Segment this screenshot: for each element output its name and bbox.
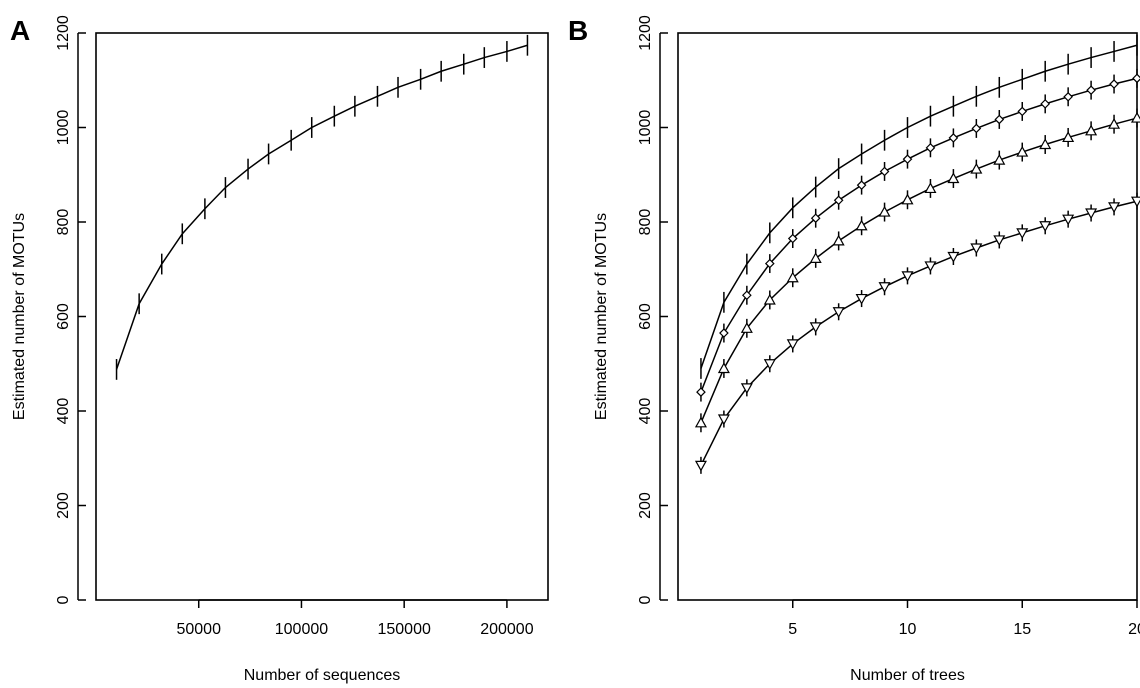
panel-b-series-4-point — [1016, 228, 1029, 240]
panel-b-series-4-point — [1062, 214, 1075, 226]
panel-b-series-2-point — [1040, 99, 1051, 109]
panel-b-series-4-point — [832, 307, 845, 319]
panel-b-series-2-point — [833, 195, 844, 206]
panel-a-x-axis-label: Number of sequences — [244, 667, 401, 684]
panel-b-series-2-point — [902, 154, 913, 165]
panel-b-series-4-point — [1085, 208, 1098, 220]
panel-label-b: B — [568, 15, 588, 46]
panel-a-y-axis-label: Estimated number of MOTUs — [11, 213, 28, 420]
panel-b-series-4-point — [878, 282, 891, 293]
panel-b-y-tick-label: 800 — [637, 209, 654, 236]
panel-b-series-3-point — [901, 193, 914, 205]
panel-b-series-3-point — [717, 362, 730, 374]
panel-b-series-3-point — [855, 219, 868, 231]
panel-b-series-3-point — [694, 416, 707, 428]
panel-a-y-tick-label: 1000 — [55, 110, 72, 146]
panel-b-series-3-point — [1130, 111, 1140, 123]
panel-b-series-3-point — [878, 205, 891, 217]
panel-b-series-3-point — [1039, 138, 1052, 150]
panel-b-series-2-point — [1017, 106, 1028, 117]
panel-b-series-2-point — [719, 328, 729, 338]
panel-b-series-4-point — [901, 271, 914, 283]
panel-b-series-3-point — [970, 162, 983, 174]
panel-b-series-2-point — [948, 133, 959, 143]
panel-b-series-3-point — [809, 252, 822, 263]
panel-a-y-tick-label: 1200 — [55, 15, 72, 51]
panel-b-series-2-point — [879, 166, 890, 177]
panel-b-y-tick-label: 400 — [637, 398, 654, 425]
panel-b-series-3-point — [924, 182, 937, 194]
panel-a-x-tick-label: 50000 — [176, 621, 221, 638]
panel-b-y-axis-label: Estimated number of MOTUs — [593, 213, 610, 420]
panel-a-x-tick-label: 200000 — [480, 621, 533, 638]
panel-b-series-3-point — [993, 153, 1006, 165]
panel-b-x-tick-label: 10 — [899, 621, 917, 638]
panel-a-y-tick-label: 400 — [55, 398, 72, 425]
panel-b-y-tick-label: 1200 — [637, 15, 654, 51]
panel-b-series-4-point — [809, 322, 822, 334]
panel-b-series-4-line — [700, 200, 1138, 466]
panel-b-x-tick-label: 15 — [1013, 621, 1031, 638]
panel-b-series-4-point — [924, 261, 937, 273]
panel-b-series-2-point — [994, 114, 1005, 125]
panel-b-y-tick-label: 1000 — [637, 110, 654, 146]
panel-b-series-3-point — [763, 293, 776, 305]
panel-b-series-4-point — [717, 414, 730, 426]
panel-b-y-tick-label: 200 — [637, 492, 654, 519]
panel-a-series-1-line — [115, 44, 528, 370]
panel-a-y-tick-label: 0 — [55, 595, 72, 604]
panel-a-plot: 50000 100000 150000 200000 0 200 400 600 800 1000… — [11, 15, 549, 684]
panel-b-series-3-point — [740, 322, 753, 333]
panel-a-y-tick-label: 200 — [55, 492, 72, 519]
panel-b-series-3-point — [1062, 131, 1075, 143]
panel-b-series-4-point — [1039, 221, 1052, 233]
panel-a-x-tick-label: 150000 — [377, 621, 430, 638]
panel-b-series-4-point — [740, 383, 753, 395]
panel-b-series-2-point — [810, 213, 821, 224]
panel-b-series-2-point — [1109, 79, 1119, 89]
panel-b-y-tick-label: 600 — [637, 303, 654, 330]
panel-b-series-3-point — [1108, 117, 1121, 129]
panel-b-series-2-point — [787, 233, 798, 244]
panel-b-series-4-point — [1108, 202, 1121, 214]
panel-b-series-2-point — [742, 290, 752, 301]
panel-b-series-2-point — [1086, 85, 1096, 96]
panel-b-series-2-point — [856, 180, 867, 190]
panel-b-series-3-point — [947, 172, 960, 184]
panel-b-y-tick-label: 0 — [637, 595, 654, 604]
panel-b-series-4-point — [694, 460, 707, 472]
panel-b-series-4-point — [970, 243, 983, 255]
panel-b-series-2-point — [1132, 73, 1140, 84]
panel-b-series-1-line — [700, 44, 1138, 369]
panel-b-series-4-point — [947, 251, 960, 263]
panel-b-x-axis-label: Number of trees — [850, 667, 965, 684]
panel-b-series-2-line — [700, 77, 1138, 393]
panel-b-series-3-point — [832, 234, 845, 246]
panel-b-series-4-point — [993, 235, 1006, 247]
panel-b-series-2-point — [1063, 91, 1073, 102]
panel-a-x-tick-label: 100000 — [275, 621, 328, 638]
panel-b-x-tick-label: 5 — [788, 621, 797, 638]
panel-b-plot: 5101520020040060080010001200Number of tr… — [593, 15, 1140, 684]
panel-b-series-4-point — [763, 359, 776, 370]
panel-b-series-3-point — [1085, 124, 1098, 136]
panel-b-series-3-point — [786, 271, 799, 283]
panel-b-series-2-point — [925, 142, 936, 153]
panel-b-series-2-point — [764, 258, 775, 269]
panel-b-x-tick-label: 20 — [1128, 621, 1140, 638]
panel-b-series-2-point — [971, 123, 982, 134]
panel-b-series-3-point — [1016, 145, 1029, 157]
panel-a-y-tick-label: 800 — [55, 209, 72, 236]
panel-a-frame — [95, 32, 549, 601]
panel-b-series-2-point — [696, 387, 706, 397]
panel-label-a: A — [10, 15, 30, 46]
panel-a-y-tick-label: 600 — [55, 303, 72, 330]
panel-b-series-4-point — [855, 293, 868, 305]
panel-b-series-4-point — [786, 339, 799, 351]
